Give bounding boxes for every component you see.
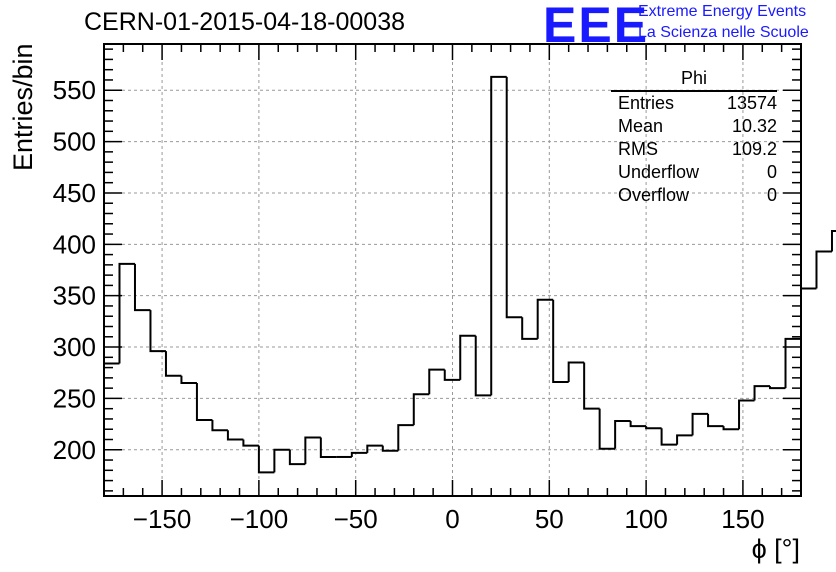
histogram-bin (459, 334, 476, 380)
histogram-bin (769, 386, 786, 390)
histogram-bin (722, 426, 740, 431)
stats-value: 0 (766, 162, 777, 182)
histogram-bin (784, 337, 801, 389)
histogram-bin (428, 368, 445, 395)
histogram-bin (257, 445, 275, 474)
y-tick-label: 300 (53, 332, 96, 362)
histogram-bin (118, 262, 135, 364)
eee-logo-mark: EEE (543, 0, 650, 53)
histogram-bin (288, 449, 306, 466)
stats-value: 0 (766, 185, 777, 205)
histogram-bin (505, 76, 523, 319)
histogram-bin (211, 419, 228, 432)
x-tick-label: −100 (230, 504, 289, 534)
histogram-bin (350, 451, 368, 457)
histogram-bin (490, 75, 507, 396)
stats-label: Mean (618, 116, 664, 136)
histogram-bin (381, 445, 399, 452)
histogram-bin (707, 413, 724, 428)
y-tick-label: 350 (53, 281, 96, 311)
grid-lines (104, 44, 801, 496)
histogram-bin (412, 393, 430, 426)
histogram-bin (226, 430, 244, 441)
histogram-bin (629, 421, 647, 428)
logo-line-1: Extreme Energy Events (638, 3, 807, 20)
histogram-bin (567, 361, 585, 382)
histogram-bin (180, 375, 197, 384)
histogram-bin (242, 439, 259, 447)
histogram-bin (397, 424, 414, 451)
stats-title: Phi (611, 68, 777, 92)
stats-label: Entries (618, 93, 675, 113)
histogram-bin (815, 250, 832, 289)
stats-value: 13574 (726, 93, 777, 113)
histogram-bin (552, 299, 569, 383)
run-title: CERN-01-2015-04-18-00038 (84, 8, 406, 36)
histogram-bin (273, 448, 290, 473)
x-tick-label: −150 (133, 504, 192, 534)
histogram-bin (614, 420, 631, 449)
histogram-bin (691, 412, 709, 436)
stats-row-underflow: Underflow 0 (611, 161, 777, 184)
histogram-bin (366, 444, 383, 453)
y-tick-label: 500 (53, 127, 96, 157)
logo-line-2: La Scienza nelle Scuole (638, 24, 809, 41)
stats-row-entries: Entries 13574 (611, 92, 777, 115)
stats-value: 10.32 (731, 116, 777, 136)
histogram-bin (304, 436, 321, 465)
stats-label: Overflow (618, 185, 690, 205)
histogram-bin (738, 399, 755, 430)
y-axis-label: Entries/bin (8, 43, 38, 171)
x-tick-label: 0 (445, 504, 459, 534)
x-tick-label: −50 (334, 504, 378, 534)
histogram-bin (583, 362, 600, 410)
histogram-bin (149, 310, 166, 353)
histogram-bin (133, 263, 151, 312)
histogram-bin (521, 317, 538, 340)
histogram-bin (319, 437, 337, 458)
x-tick-label: 50 (535, 504, 564, 534)
y-tick-label: 550 (53, 75, 96, 105)
y-tick-label: 450 (53, 178, 96, 208)
histogram-bin (443, 369, 461, 381)
stats-value: 109.2 (731, 139, 777, 159)
stats-row-rms: RMS 109.2 (611, 138, 777, 161)
x-tick-label: 150 (721, 504, 764, 534)
y-tick-label: 200 (53, 435, 96, 465)
stats-label: RMS (618, 139, 658, 159)
histogram-bin (474, 335, 492, 397)
x-axis-label: ϕ [°] (751, 534, 800, 564)
histogram-bin (164, 351, 182, 377)
y-tick-label: 250 (53, 383, 96, 413)
histogram-bin (598, 408, 616, 450)
x-tick-label: 100 (624, 504, 667, 534)
histogram-bin (800, 287, 817, 339)
histogram-bin (536, 298, 554, 339)
stats-row-overflow: Overflow 0 (611, 184, 777, 207)
histogram-bin (660, 428, 678, 446)
histogram-bin (753, 385, 771, 401)
stats-label: Underflow (618, 162, 700, 182)
axis-tick-labels: −150 −100 −50 0 50 100 150 200 250 300 350 400 450 50… (53, 75, 765, 534)
histogram-bin (676, 434, 693, 445)
stats-row-mean: Mean 10.32 (611, 115, 777, 138)
histogram-bin (195, 383, 213, 421)
histogram-bin (645, 426, 662, 430)
axis-ticks (103, 44, 802, 496)
histogram-bin (830, 229, 836, 252)
y-tick-label: 400 (53, 229, 96, 259)
stats-box: Phi Entries 13574 Mean 10.32 RMS 109.2 U… (611, 68, 777, 207)
